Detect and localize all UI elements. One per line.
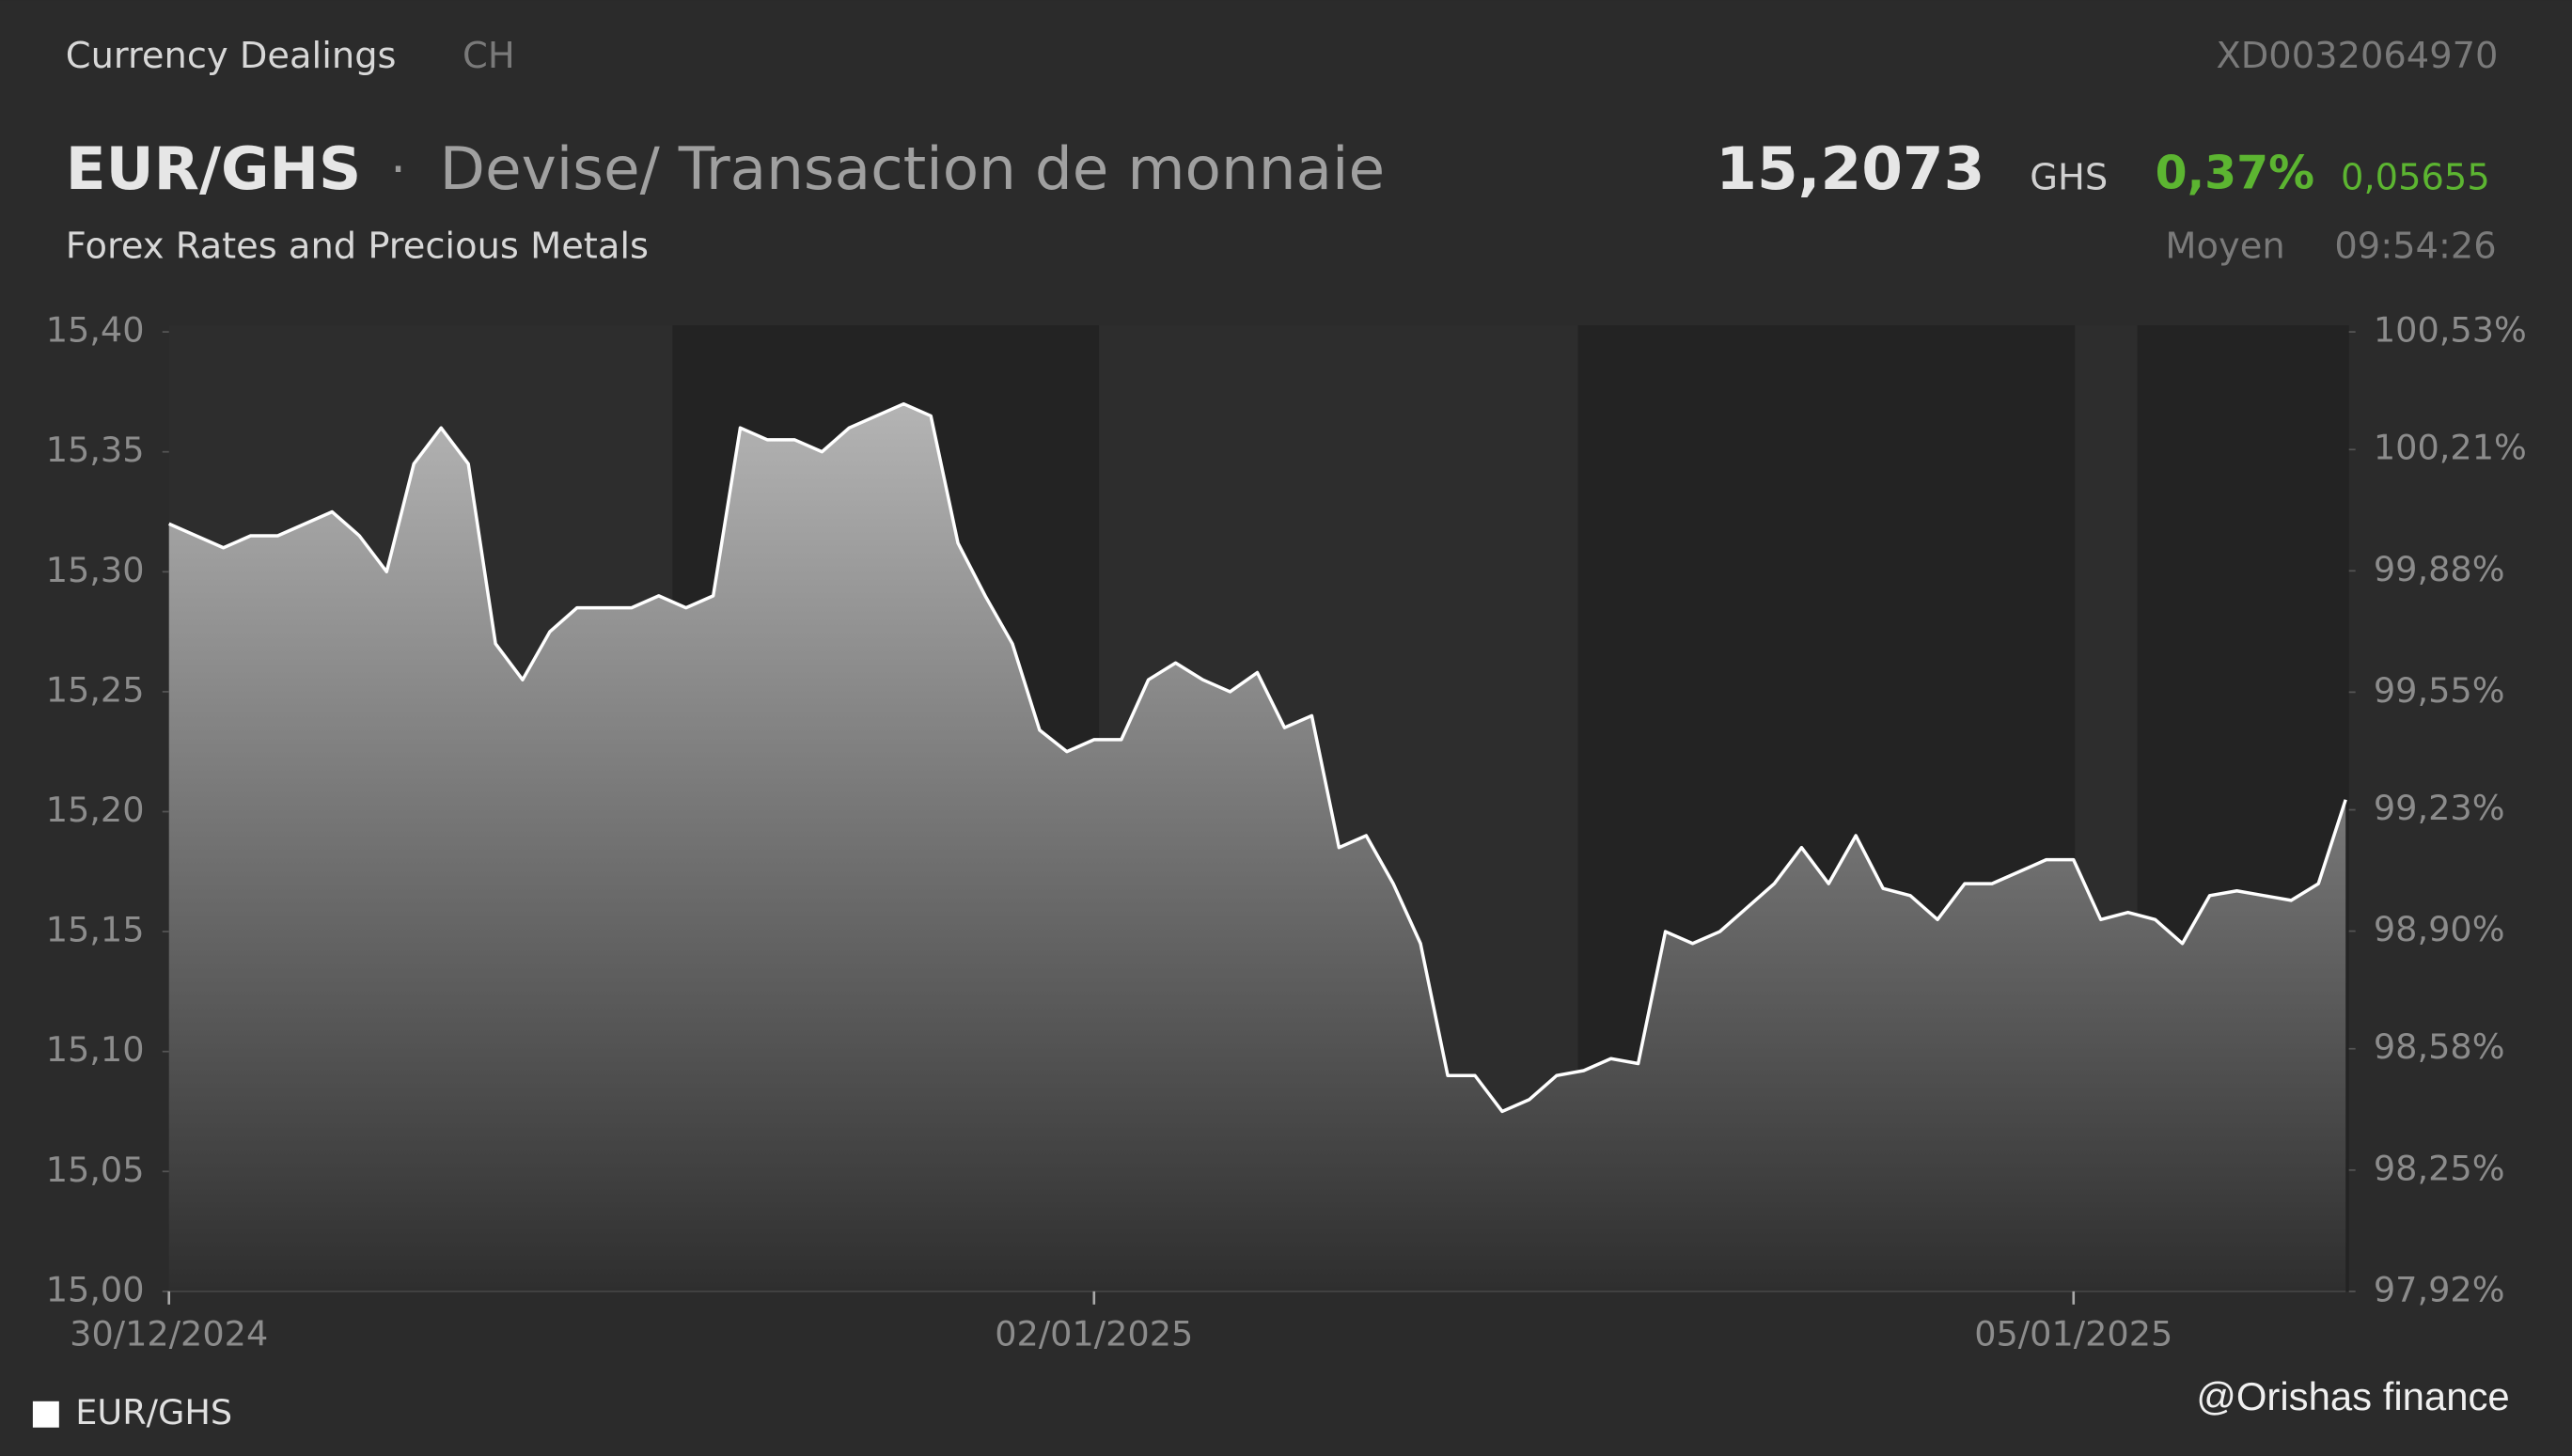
source: Currency Dealings (66, 35, 397, 77)
y-tick-label: 15,30 (46, 550, 145, 590)
y2-tick-label: 98,25% (2374, 1148, 2505, 1188)
price: 15,2073 (1716, 134, 1984, 203)
subtitle: Devise/ Transaction de monnaie (440, 134, 1385, 203)
code: XD0032064970 (2216, 35, 2498, 77)
legend-swatch (32, 1401, 59, 1428)
separator: · (390, 141, 406, 198)
title: EUR/GHS (66, 134, 362, 203)
y2-tick-label: 100,53% (2374, 310, 2527, 351)
time: 09:54:26 (2334, 226, 2496, 268)
currency: GHS (2030, 156, 2108, 198)
y2-tick-label: 99,55% (2374, 670, 2505, 711)
category: Forex Rates and Precious Metals (66, 226, 649, 268)
y2-tick-label: 98,90% (2374, 909, 2505, 949)
x-tick-label: 05/01/2025 (1974, 1313, 2172, 1354)
price-type: Moyen (2165, 226, 2284, 268)
y-tick-label: 15,20 (46, 790, 145, 830)
x-tick-label: 02/01/2025 (995, 1313, 1193, 1354)
change-pct: 0,37% (2156, 146, 2314, 199)
y-tick-label: 15,25 (46, 669, 145, 710)
y2-tick-label: 100,21% (2374, 428, 2527, 468)
y2-tick-label: 99,23% (2374, 788, 2505, 828)
y-tick-label: 15,35 (46, 430, 145, 470)
country: CH (463, 35, 515, 77)
watermark: @Orishas finance (2196, 1374, 2509, 1418)
y2-tick-label: 98,58% (2374, 1026, 2505, 1067)
y-tick-label: 15,40 (46, 310, 145, 351)
area (168, 403, 2346, 1292)
y-tick-label: 15,05 (46, 1150, 145, 1190)
y-tick-label: 15,15 (46, 910, 145, 950)
change-abs: 0,05655 (2341, 156, 2490, 198)
y-tick-label: 15,00 (46, 1269, 145, 1309)
line (168, 401, 2347, 1114)
y2-tick-label: 99,88% (2374, 549, 2505, 589)
x-tick-label: 30/12/2024 (70, 1313, 268, 1354)
y2-tick-label: 97,92% (2374, 1269, 2505, 1309)
legend-label: EUR/GHS (75, 1392, 232, 1433)
y-tick-label: 15,10 (46, 1029, 145, 1070)
